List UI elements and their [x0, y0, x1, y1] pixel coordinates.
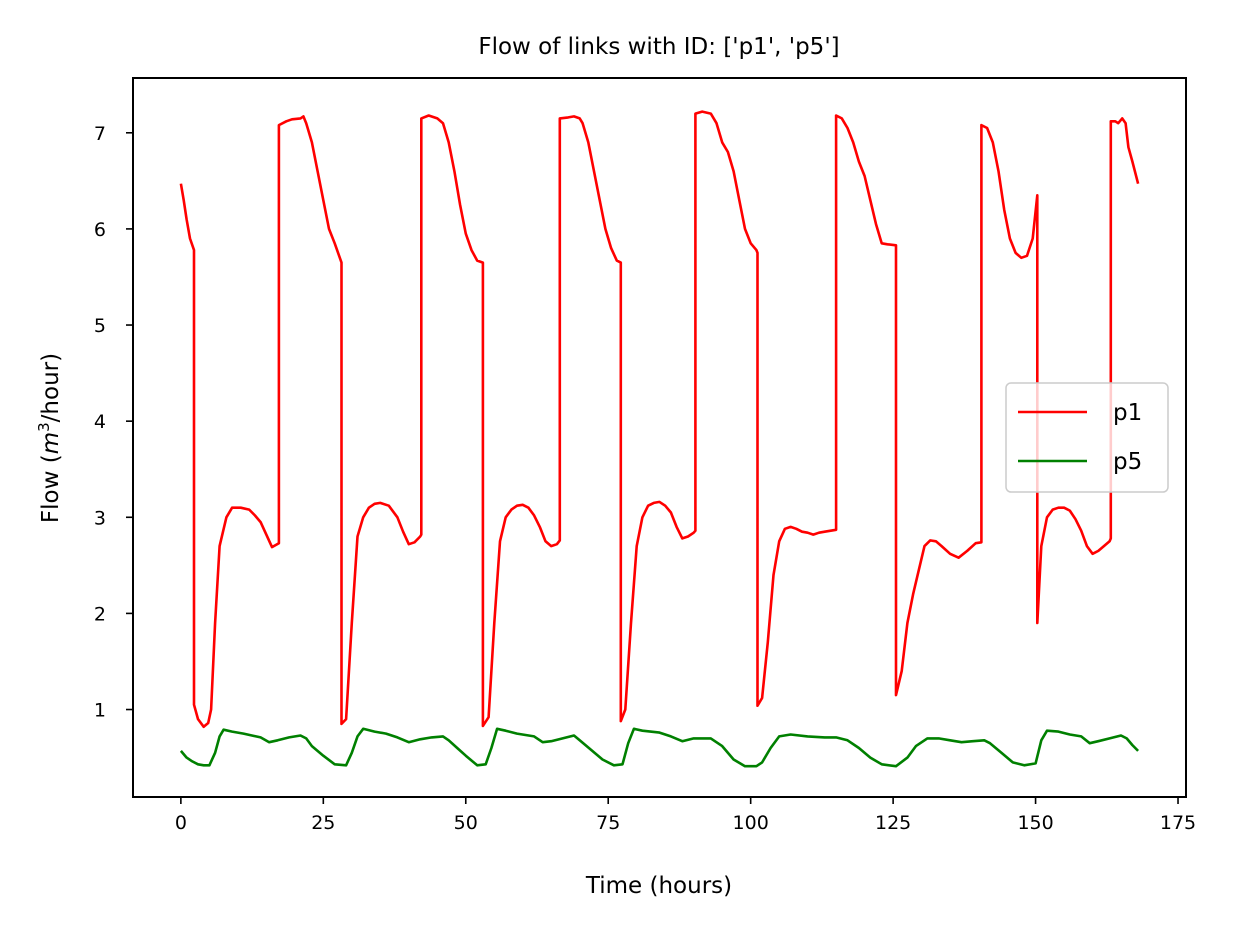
- legend-label-p5: p5: [1113, 449, 1142, 475]
- x-tick-label: 175: [1160, 812, 1196, 834]
- plot-area: [132, 77, 1187, 798]
- y-tick-label: 3: [94, 507, 106, 529]
- axes-frame: [132, 77, 1187, 798]
- legend: p1 p5: [1005, 382, 1169, 493]
- legend-label-p1: p1: [1113, 400, 1142, 426]
- chart-title: Flow of links with ID: ['p1', 'p5']: [478, 34, 839, 60]
- x-tick-label: 75: [596, 812, 620, 834]
- series-layer: [179, 110, 1140, 768]
- x-tick-label: 125: [875, 812, 911, 834]
- series-line-p1: [179, 110, 1140, 729]
- y-tick-label: 2: [94, 603, 106, 625]
- y-tick-label: 7: [94, 123, 106, 145]
- y-axis-title-sup: 3: [35, 422, 53, 432]
- y-tick-label: 6: [94, 219, 106, 241]
- legend-box: [1005, 382, 1169, 493]
- y-axis-title-var: m: [38, 432, 64, 454]
- x-tick-label: 25: [311, 812, 335, 834]
- y-tick-label: 4: [94, 411, 106, 433]
- series-line-p5: [179, 727, 1140, 768]
- x-axis-title: Time (hours): [585, 873, 732, 899]
- y-tick-label: 5: [94, 315, 106, 337]
- x-tick-label: 0: [175, 812, 187, 834]
- y-tick-label: 1: [94, 700, 106, 722]
- y-axis-title-suffix: /hour): [38, 353, 64, 422]
- y-axis-title: Flow (m3/hour): [35, 353, 64, 523]
- x-tick-label: 150: [1017, 812, 1053, 834]
- y-axis: 1 2 3 4 5 6 7: [94, 123, 133, 722]
- x-tick-label: 50: [454, 812, 478, 834]
- y-axis-title-prefix: Flow (: [38, 454, 64, 523]
- x-tick-label: 100: [733, 812, 769, 834]
- x-axis: 0 25 50 75 100 125 150 175: [175, 797, 1196, 834]
